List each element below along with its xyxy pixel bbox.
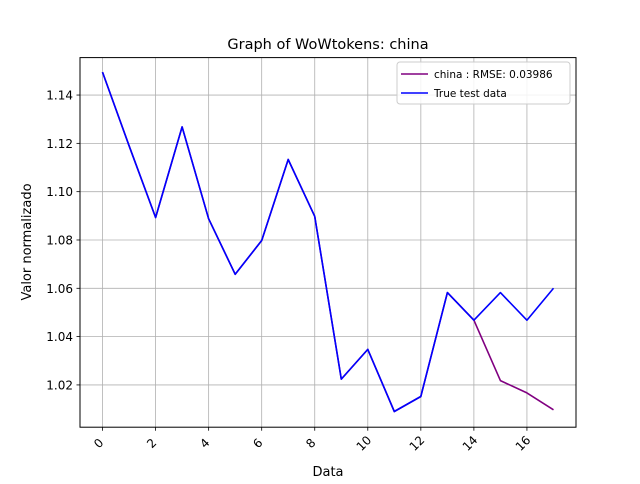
legend-label-1: True test data bbox=[433, 88, 507, 100]
series-line-1 bbox=[101, 71, 555, 413]
y-tick-label: 1.08 bbox=[46, 233, 73, 247]
y-tick-label: 1.06 bbox=[46, 282, 73, 296]
y-axis-label: Valor normalizado bbox=[20, 183, 35, 300]
y-tick-label: 1.02 bbox=[46, 378, 73, 392]
legend: china : RMSE: 0.03986 True test data bbox=[396, 61, 571, 105]
x-axis-label: Data bbox=[312, 465, 343, 480]
grid-lines bbox=[80, 57, 576, 428]
y-tick-label: 1.12 bbox=[46, 137, 73, 151]
y-axis: 1.02 1.04 1.06 1.08 1.10 1.12 1.14 bbox=[46, 89, 80, 392]
series-layer bbox=[101, 71, 555, 413]
y-tick-label: 1.10 bbox=[46, 185, 73, 199]
chart-title: Graph of WoWtokens: china bbox=[227, 37, 428, 53]
y-tick-label: 1.14 bbox=[46, 89, 73, 103]
legend-label-0: china : RMSE: 0.03986 bbox=[434, 69, 553, 81]
legend-box bbox=[396, 61, 571, 105]
plot-frame bbox=[79, 57, 577, 428]
y-tick-label: 1.04 bbox=[46, 330, 73, 344]
